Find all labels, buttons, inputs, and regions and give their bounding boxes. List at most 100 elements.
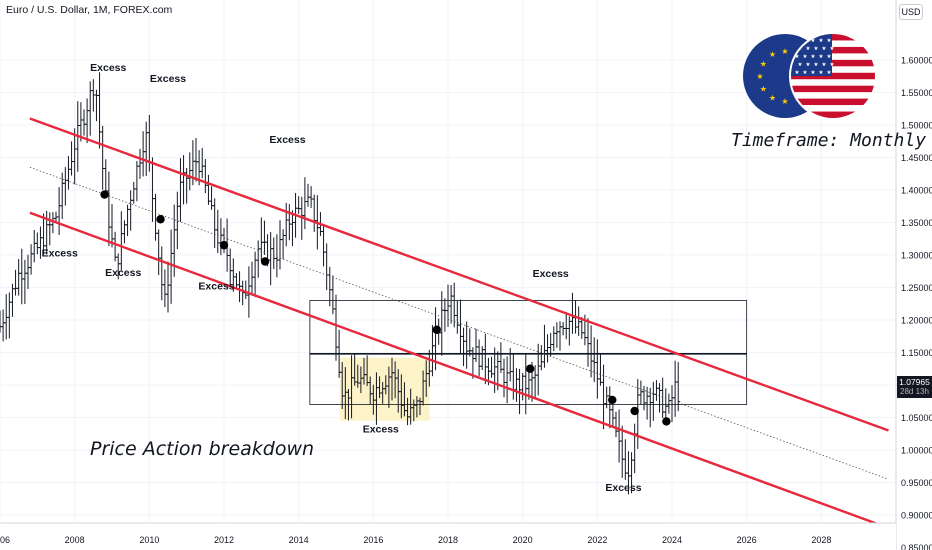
price-tick-label: 1.40000: [901, 186, 932, 196]
pivot-point: [156, 215, 165, 224]
ohlc-bar: [35, 232, 40, 255]
us-star: ★: [814, 62, 819, 68]
ohlc-bar: [138, 148, 142, 179]
ohlc-bar: [542, 324, 547, 368]
ohlc-bar: [262, 220, 267, 255]
eu-star: ★: [760, 59, 767, 68]
ohlc-bar: [0, 310, 2, 333]
ohlc-bar: [564, 311, 569, 340]
time-tick-label: 2010: [139, 535, 159, 545]
pivot-point: [219, 241, 229, 250]
ohlc-bar: [1, 309, 6, 342]
ohlc-bar: [57, 187, 62, 235]
ohlc-bar: [278, 220, 282, 270]
price-bars: [0, 72, 681, 495]
ohlc-bar: [520, 372, 525, 401]
ohlc-bar: [306, 183, 310, 207]
ohlc-bar: [141, 131, 146, 177]
ohlc-bar: [592, 337, 597, 383]
ohlc-bar: [604, 386, 609, 409]
ohlc-bar: [430, 325, 435, 377]
ohlc-bar: [523, 354, 528, 415]
ohlc-bar: [106, 171, 111, 247]
us-stripe: [791, 46, 875, 54]
us-star: ★: [819, 70, 824, 76]
ohlc-bar: [134, 160, 139, 202]
ohlc-bar: [570, 292, 575, 334]
ohlc-bar: [66, 156, 71, 190]
ohlc-bar: [69, 141, 74, 176]
ohlc-bar: [63, 167, 68, 206]
ohlc-bar: [181, 155, 186, 205]
ohlc-bar: [284, 202, 289, 247]
ohlc-bar: [595, 339, 600, 399]
ohlc-bar: [586, 318, 590, 367]
ohlc-bar: [610, 404, 615, 427]
ohlc-bar: [156, 229, 161, 276]
us-star: ★: [795, 70, 800, 76]
ohlc-bar: [88, 81, 93, 136]
gridlines: [0, 0, 896, 548]
ohlc-bar: [489, 356, 494, 378]
us-stripe: [791, 34, 875, 41]
ohlc-bar: [620, 425, 625, 478]
pivot-point: [100, 190, 109, 199]
price-tick-label: 1.00000: [901, 446, 932, 456]
ohlc-bar: [16, 258, 21, 296]
ohlc-bar: [464, 321, 469, 369]
us-star: ★: [819, 38, 824, 44]
ohlc-bar: [212, 198, 217, 249]
ohlc-bar: [47, 212, 52, 246]
us-stripe: [791, 53, 875, 61]
ohlc-bar: [502, 358, 506, 398]
time-axis-bg: [0, 523, 896, 550]
consolidation-zone: [339, 357, 430, 421]
time-tick-label: 2024: [662, 535, 682, 545]
ohlc-bar: [166, 261, 170, 313]
ohlc-bar: [439, 291, 444, 356]
time-tick-label: 2022: [587, 535, 607, 545]
subtitle-label: Price Action breakdown: [90, 438, 315, 460]
us-star: ★: [827, 54, 832, 60]
ohlc-bar: [253, 251, 258, 298]
ohlc-bar: [159, 246, 164, 301]
ohlc-bar: [455, 300, 460, 334]
excess-label: Excess: [605, 482, 641, 494]
ohlc-bar: [85, 98, 90, 144]
ohlc-bar: [94, 89, 99, 122]
pivot-point: [608, 395, 617, 405]
us-stripe: [791, 59, 875, 67]
ohlc-bar: [651, 381, 656, 421]
ohlc-bar: [666, 393, 671, 414]
us-stripe: [791, 98, 875, 106]
time-tick-label: 2006: [0, 535, 10, 545]
ohlc-bar: [623, 439, 628, 480]
us-stripe: [791, 72, 875, 80]
us-star: ★: [811, 54, 816, 60]
price-tick-label: 1.45000: [901, 153, 932, 163]
ohlc-bar: [19, 248, 24, 305]
us-star: ★: [803, 54, 808, 60]
ohlc-bar: [498, 342, 503, 373]
ohlc-bar: [187, 152, 192, 191]
channel-upper: [29, 117, 889, 432]
zone-rect: [339, 357, 430, 421]
eu-star: ★: [756, 72, 763, 81]
currency-button[interactable]: USD: [899, 4, 923, 20]
us-star: ★: [806, 46, 811, 52]
ohlc-bar: [110, 204, 114, 248]
us-stripe: [791, 92, 875, 99]
price-tick-label: 1.05000: [901, 413, 932, 423]
flags-logo: ★★★★★★★★★★★★ ★★★★★★★★★★★★★★★★★★★★★★★★★: [743, 32, 877, 120]
ohlc-bar: [13, 269, 18, 296]
price-axis[interactable]: 0.850000.900000.950001.000001.050001.100…: [895, 0, 932, 550]
ohlc-bar: [483, 333, 488, 385]
price-tick-label: 1.20000: [901, 316, 932, 326]
ohlc-bar: [203, 159, 208, 194]
ohlc-bar: [119, 211, 124, 271]
ohlc-bar: [614, 411, 618, 438]
us-star: ★: [814, 46, 819, 52]
us-star: ★: [798, 62, 803, 68]
ohlc-bar: [607, 386, 612, 429]
time-axis[interactable]: 2006 2008 2010 2012 2014 2016 2018 2020 2022 2024…: [0, 522, 896, 550]
